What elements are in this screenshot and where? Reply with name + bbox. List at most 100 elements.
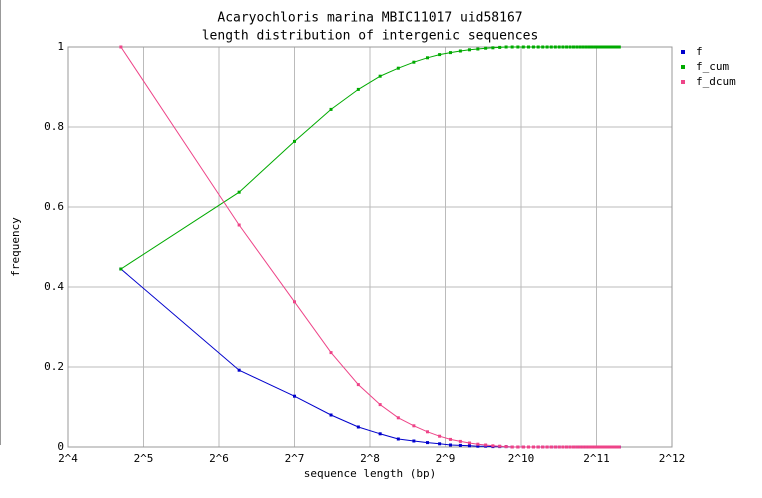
- point: [615, 445, 619, 449]
- y-tick-label: 0: [57, 440, 64, 453]
- point: [593, 45, 597, 49]
- point: [549, 445, 553, 449]
- y-axis-label: frequency: [9, 217, 22, 277]
- point: [603, 445, 607, 449]
- point: [458, 443, 462, 447]
- point: [568, 45, 572, 49]
- point: [571, 45, 575, 49]
- point: [119, 45, 123, 49]
- point: [425, 441, 429, 445]
- point: [601, 45, 605, 49]
- point: [516, 445, 520, 449]
- point: [531, 445, 535, 449]
- point: [598, 445, 602, 449]
- point: [510, 445, 514, 449]
- point: [476, 442, 480, 446]
- point: [581, 445, 585, 449]
- x-tick-label: 2^10: [508, 452, 535, 465]
- point: [561, 45, 565, 49]
- point: [237, 368, 241, 372]
- point: [448, 437, 452, 441]
- point: [527, 45, 531, 49]
- legend-label: f_dcum: [696, 75, 736, 88]
- point: [590, 45, 594, 49]
- point: [610, 45, 614, 49]
- y-tick-label: 0.4: [44, 280, 64, 293]
- point: [237, 190, 241, 194]
- point: [575, 445, 579, 449]
- legend-label: f_cum: [696, 60, 729, 73]
- point: [545, 445, 549, 449]
- point: [608, 45, 612, 49]
- point: [601, 445, 605, 449]
- x-tick-label: 2^9: [436, 452, 456, 465]
- point: [545, 45, 549, 49]
- point: [329, 413, 333, 417]
- point: [467, 441, 471, 445]
- point: [617, 445, 621, 449]
- plot-frame: [67, 46, 673, 448]
- point: [356, 425, 360, 429]
- point: [467, 48, 471, 52]
- point: [615, 45, 619, 49]
- legend-marker: [681, 80, 685, 84]
- point: [412, 439, 416, 443]
- point: [378, 74, 382, 78]
- point: [571, 445, 575, 449]
- point: [606, 45, 610, 49]
- point: [541, 445, 545, 449]
- point: [584, 445, 588, 449]
- point: [557, 45, 561, 49]
- point: [536, 45, 540, 49]
- point: [356, 87, 360, 91]
- point: [521, 445, 525, 449]
- y-tick-label: 1: [57, 40, 64, 53]
- point: [595, 445, 599, 449]
- point: [378, 432, 382, 436]
- point: [491, 444, 495, 448]
- x-tick-label: 2^12: [659, 452, 686, 465]
- legend-marker: [681, 65, 685, 69]
- chart-subtitle: length distribution of intergenic sequen…: [202, 29, 539, 44]
- point: [438, 53, 442, 57]
- point: [293, 139, 296, 143]
- point: [293, 300, 296, 304]
- legend-marker: [681, 50, 685, 54]
- point: [590, 445, 594, 449]
- point: [484, 443, 488, 447]
- y-tick-label: 0.2: [44, 360, 64, 373]
- point: [504, 445, 508, 449]
- point: [448, 51, 452, 55]
- point: [527, 445, 531, 449]
- point: [553, 445, 557, 449]
- point: [293, 394, 296, 398]
- point: [438, 442, 442, 446]
- point: [476, 47, 480, 51]
- point: [578, 45, 582, 49]
- point: [565, 445, 569, 449]
- point: [425, 56, 429, 60]
- point: [568, 445, 572, 449]
- point: [119, 267, 123, 271]
- point: [603, 45, 607, 49]
- chart-title: Acaryochloris marina MBIC11017 uid58167: [217, 11, 522, 26]
- point: [476, 444, 480, 448]
- point: [595, 45, 599, 49]
- x-tick-label: 2^7: [285, 452, 305, 465]
- point: [378, 403, 382, 407]
- legend-label: f: [696, 45, 703, 58]
- point: [356, 383, 360, 387]
- point: [598, 45, 602, 49]
- point: [613, 45, 617, 49]
- point: [498, 444, 502, 448]
- point: [613, 445, 617, 449]
- point: [491, 46, 495, 50]
- point: [329, 107, 333, 111]
- x-tick-label: 2^11: [583, 452, 610, 465]
- point: [565, 45, 569, 49]
- point: [593, 445, 597, 449]
- point: [587, 445, 591, 449]
- point: [412, 424, 416, 428]
- point: [521, 45, 525, 49]
